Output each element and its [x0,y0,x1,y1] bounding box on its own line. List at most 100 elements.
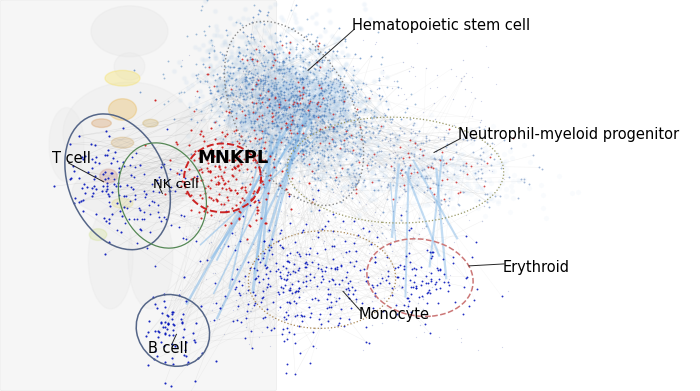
Point [349,88,360,95]
Point [234,68,246,74]
Point [370,150,382,156]
Point [193,46,204,52]
Point [211,32,223,38]
Point [332,121,344,127]
Point [312,75,323,81]
Point [336,77,347,84]
Point [90,142,101,148]
Point [225,76,236,82]
Point [298,139,309,145]
Point [323,124,335,130]
Point [139,216,150,222]
Point [277,245,288,251]
Point [208,93,219,100]
Point [424,287,435,293]
Point [269,85,280,91]
Point [284,152,295,159]
Point [281,84,292,90]
Point [309,115,321,121]
Point [366,136,377,143]
Point [276,41,288,48]
Point [352,165,363,171]
Point [306,41,317,48]
Point [335,135,346,141]
Point [242,80,253,86]
Point [267,100,279,106]
Point [435,266,446,273]
Point [267,120,279,126]
Point [324,19,335,25]
Point [212,83,223,89]
Point [174,292,185,298]
Point [303,91,314,97]
Point [297,89,308,95]
Point [317,130,328,136]
Point [406,127,417,134]
Point [245,89,256,95]
Point [416,278,428,284]
Point [293,285,304,291]
Point [309,102,320,108]
Point [310,109,321,115]
Point [283,138,294,144]
Point [419,189,430,195]
Point [310,60,321,66]
Point [196,7,207,13]
Point [496,344,507,350]
Point [290,15,301,21]
Point [215,173,226,179]
Point [342,117,354,123]
Point [257,95,268,101]
Point [261,95,272,101]
Point [374,117,385,123]
Point [321,94,332,100]
Point [260,79,271,86]
Point [437,154,448,160]
Point [288,81,300,87]
Point [143,202,154,208]
Point [270,64,281,70]
Point [284,79,295,85]
Point [287,97,298,103]
Point [279,136,290,142]
Point [321,141,332,147]
Point [291,101,302,108]
Point [223,109,235,115]
Point [318,90,330,96]
Point [284,105,295,111]
Point [328,79,339,85]
Point [328,115,339,121]
Point [252,97,263,103]
Point [262,85,274,91]
Point [252,118,263,124]
Point [244,95,256,101]
Point [206,212,217,218]
Point [300,260,311,266]
Point [322,103,333,109]
Point [103,147,114,153]
Point [519,176,530,182]
Point [279,112,290,118]
Point [421,300,433,306]
Point [216,108,228,115]
Point [304,114,316,120]
Point [278,104,289,111]
Point [239,138,251,144]
Point [310,135,321,141]
Point [246,86,257,92]
Point [262,97,274,103]
Point [291,123,302,129]
Point [492,200,503,206]
Point [321,132,332,138]
Point [264,134,275,140]
Point [274,100,286,106]
Point [307,175,318,181]
Point [292,288,303,294]
Point [309,84,321,90]
Point [107,155,118,161]
Point [189,156,200,163]
Point [292,76,303,83]
Point [316,124,328,130]
Point [279,110,290,117]
Point [256,120,267,127]
